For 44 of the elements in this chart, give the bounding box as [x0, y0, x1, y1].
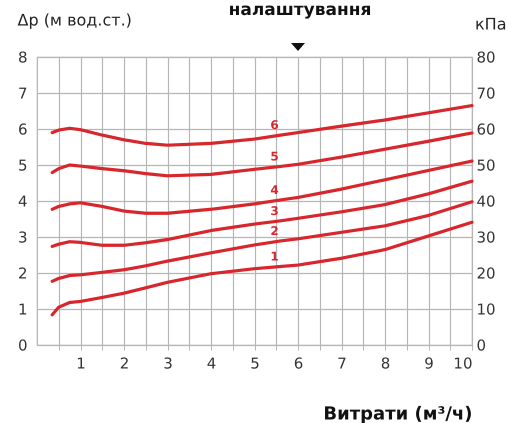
- x-tick-label: 8: [380, 354, 390, 372]
- line-series: [50, 180, 474, 248]
- line-series: [50, 131, 474, 178]
- x-tick-label: 9: [424, 354, 434, 372]
- y2-tick-label: 10: [476, 300, 496, 318]
- line-series: [50, 200, 474, 283]
- y2-tick-label: 60: [476, 120, 496, 138]
- line-series: [50, 159, 474, 215]
- y2-axis-title: кПа: [475, 14, 506, 34]
- y-tick-label: 6: [18, 120, 28, 138]
- x-tick-label: 7: [337, 354, 347, 372]
- y2-tick-label: 70: [476, 84, 496, 102]
- y2-tick-label: 50: [476, 156, 496, 174]
- y-tick-label: 4: [18, 192, 28, 210]
- y-tick-label: 2: [18, 264, 28, 282]
- x-tick-label: 3: [163, 354, 173, 372]
- y2-tick-label: 0: [476, 336, 486, 354]
- chart-title: налаштування: [228, 0, 372, 20]
- series-label: 3: [270, 204, 279, 218]
- x-tick-label: 6: [294, 354, 304, 372]
- y-axis-title: Δp (м вод.ст.): [18, 10, 132, 30]
- y-tick-label: 5: [18, 156, 28, 174]
- y-tick-label: 8: [18, 48, 28, 66]
- line-series: [50, 220, 474, 316]
- series-label: 1: [270, 250, 279, 264]
- y-tick-label: 7: [18, 84, 28, 102]
- x-tick-label: 5: [250, 354, 260, 372]
- y2-tick-label: 30: [476, 228, 496, 246]
- x-tick-label: 10: [453, 354, 472, 372]
- y-tick-label: 1: [18, 300, 28, 318]
- y2-tick-label: 80: [476, 48, 496, 66]
- y2-tick-label: 20: [476, 264, 496, 282]
- line-series: [50, 104, 474, 147]
- y2-tick-label: 40: [476, 192, 496, 210]
- x-tick-label: 1: [76, 354, 86, 372]
- x-tick-label: 2: [120, 354, 130, 372]
- series-label: 6: [270, 118, 279, 132]
- y-tick-label: 3: [18, 228, 28, 246]
- x-axis-title: Витрати (м³/ч): [323, 404, 472, 423]
- series-label: 5: [270, 149, 279, 164]
- series-label: 2: [270, 224, 279, 238]
- y-tick-label: 0: [18, 336, 28, 354]
- x-tick-label: 4: [206, 354, 216, 372]
- series-label: 4: [270, 182, 279, 197]
